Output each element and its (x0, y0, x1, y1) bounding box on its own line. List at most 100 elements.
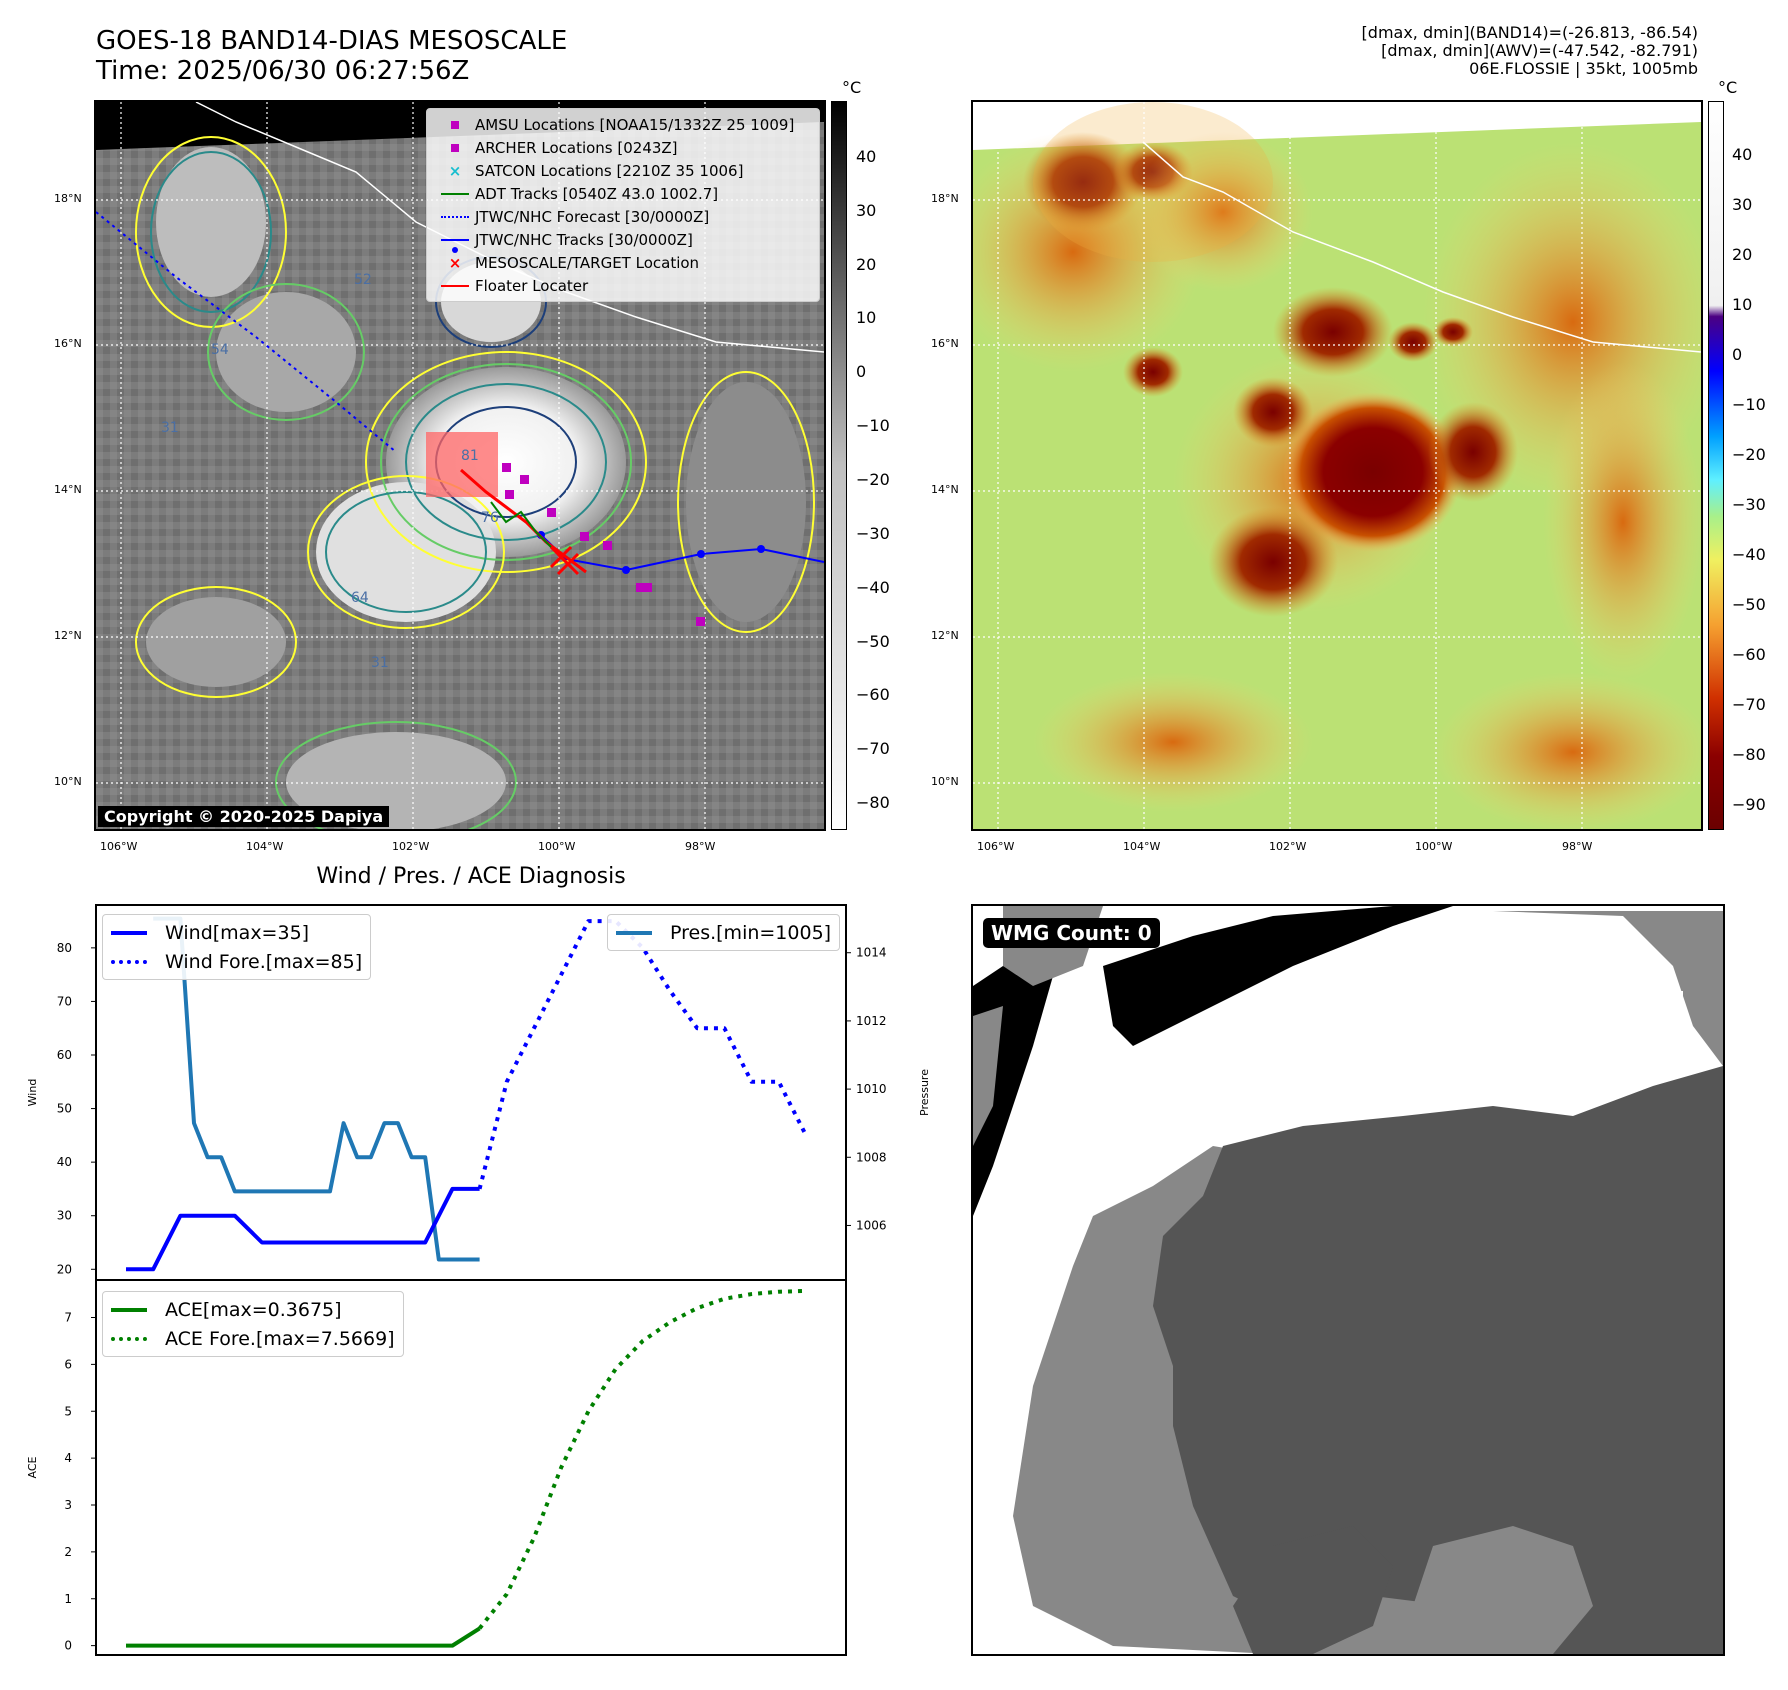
dotted-line-icon (111, 1336, 165, 1341)
x-marker-icon: × (448, 161, 462, 180)
contour-label: 31 (371, 655, 389, 671)
line-marker-icon (435, 284, 475, 287)
y-tick-label: 60 (57, 1048, 72, 1062)
y-right-tick-label: 1010 (856, 1082, 887, 1096)
colorbar-tick-label: 20 (1732, 245, 1753, 264)
ir-map-panel: 52 54 31 81 76 64 31 AMSU Locations [NOA… (94, 100, 826, 831)
legend-item-ace: ACE[max=0.3675] (111, 1295, 395, 1324)
contour-label: 76 (481, 510, 499, 526)
colorbar-tick-label: −10 (1732, 395, 1766, 414)
legend-item-wind-forecast: Wind Fore.[max=85] (111, 947, 362, 976)
lat-label: 12°N (54, 629, 82, 642)
lat-label: 18°N (931, 192, 959, 205)
contour-label: 64 (351, 590, 369, 606)
line-marker-icon (435, 192, 475, 195)
ir-colorbar (831, 101, 847, 830)
colorbar-unit: °C (842, 78, 862, 97)
diagnosis-title: Wind / Pres. / ACE Diagnosis (316, 864, 626, 889)
lon-label: 106°W (100, 840, 138, 853)
colorbar-tick-label: 0 (1732, 345, 1743, 364)
legend-item-adt: ADT Tracks [0540Z 43.0 1002.7] (435, 182, 811, 205)
legend-item-forecast: JTWC/NHC Forecast [30/0000Z] (435, 205, 811, 228)
lat-label: 18°N (54, 192, 82, 205)
legend-item-tracks: JTWC/NHC Tracks [30/0000Z] (435, 228, 811, 253)
dotted-line-icon (435, 215, 475, 218)
awv-map-panel (971, 100, 1703, 831)
legend-item-floater: Floater Locater (435, 274, 811, 297)
info-awv: [dmax, dmin](AWV)=(-47.542, -82.791) (1381, 41, 1698, 60)
dotted-line-icon (111, 959, 165, 964)
info-storm: 06E.FLOSSIE | 35kt, 1005mb (1469, 59, 1698, 78)
colorbar-tick-label: 20 (856, 254, 877, 274)
line-marker-icon (111, 930, 165, 935)
colorbar-tick-label: −10 (856, 416, 890, 436)
lat-label: 14°N (54, 483, 82, 496)
colorbar-tick-label: 0 (856, 362, 867, 382)
contour-label: 81 (461, 448, 479, 464)
colorbar-tick-label: −50 (856, 631, 890, 651)
contour-label: 52 (354, 272, 372, 288)
y-tick-label: 0 (64, 1639, 72, 1653)
y-right-tick-label: 1012 (856, 1014, 887, 1028)
legend-item-pressure: Pres.[min=1005] (616, 918, 831, 947)
colorbar-tick-label: 40 (1732, 145, 1753, 164)
y-tick-label: 5 (64, 1404, 72, 1418)
colorbar-tick-label: 10 (856, 308, 877, 328)
colorbar-unit: °C (1718, 78, 1738, 97)
legend-item-amsu: AMSU Locations [NOAA15/1332Z 25 1009] (435, 113, 811, 136)
y-tick-label: 7 (64, 1311, 72, 1325)
pressure-line (153, 916, 480, 1262)
line-marker-icon (111, 1307, 165, 1312)
colorbar-tick-label: −50 (1732, 595, 1766, 614)
colorbar-tick-label: 30 (1732, 195, 1753, 214)
y-tick-label: 50 (57, 1102, 72, 1116)
wind-forecast-line (477, 919, 808, 1190)
info-band14: [dmax, dmin](BAND14)=(-26.813, -86.54) (1361, 23, 1698, 42)
lat-label: 10°N (54, 775, 82, 788)
colorbar-tick-label: −30 (1732, 495, 1766, 514)
colorbar-tick-label: 10 (1732, 295, 1753, 314)
wind-axis-label: Wind (26, 1079, 39, 1107)
title-line-2: Time: 2025/06/30 06:27:56Z (96, 56, 470, 86)
colorbar-tick-label: −80 (1732, 745, 1766, 764)
ace-line (126, 1626, 481, 1648)
y-tick-label: 4 (64, 1451, 72, 1465)
colorbar-tick-label: −20 (1732, 445, 1766, 464)
wind-line (126, 1186, 480, 1272)
y-tick-label: 2 (64, 1545, 72, 1559)
y-tick-label: 1 (64, 1592, 72, 1606)
colorbar-tick-label: −60 (856, 685, 890, 705)
line-dot-icon (435, 238, 475, 253)
wmg-panel: WMG Count: 0 (971, 904, 1725, 1656)
colorbar-tick-label: −80 (856, 793, 890, 813)
wind-legend: Wind[max=35] Wind Fore.[max=85] (102, 914, 372, 980)
legend-item-ace-forecast: ACE Fore.[max=7.5669] (111, 1324, 395, 1353)
y-tick-label: 3 (64, 1498, 72, 1512)
legend-item-archer: ARCHER Locations [0243Z] (435, 136, 811, 159)
lat-label: 10°N (931, 775, 959, 788)
y-tick-label: 70 (57, 994, 72, 1008)
line-marker-icon (616, 930, 670, 935)
pressure-legend: Pres.[min=1005] (607, 914, 841, 951)
contour-label: 31 (161, 420, 179, 436)
ace-axis-label: ACE (26, 1456, 39, 1478)
y-tick-label: 40 (57, 1155, 72, 1169)
plot-frame (95, 1279, 847, 1656)
colorbar-tick-label: −90 (1732, 795, 1766, 814)
awv-map-image (973, 102, 1701, 829)
y-right-tick-label: 1008 (856, 1150, 887, 1164)
legend-item-target: × MESOSCALE/TARGET Location (435, 251, 811, 274)
lon-label: 100°W (538, 840, 576, 853)
colorbar-tick-label: 30 (856, 200, 877, 220)
colorbar-tick-label: −40 (1732, 545, 1766, 564)
colorbar-tick-label: −30 (856, 523, 890, 543)
y-tick-label: 20 (57, 1262, 72, 1276)
y-right-tick-label: 1006 (856, 1218, 887, 1232)
copyright-label: Copyright © 2020-2025 Dapiya (98, 806, 390, 827)
lat-label: 14°N (931, 483, 959, 496)
lon-label: 102°W (1269, 840, 1307, 853)
lon-label: 104°W (246, 840, 284, 853)
colorbar-tick-label: −70 (856, 739, 890, 759)
ace-forecast-line (478, 1288, 807, 1630)
figure-title: GOES-18 BAND14-DIAS MESOSCALE Time: 2025… (96, 26, 567, 86)
